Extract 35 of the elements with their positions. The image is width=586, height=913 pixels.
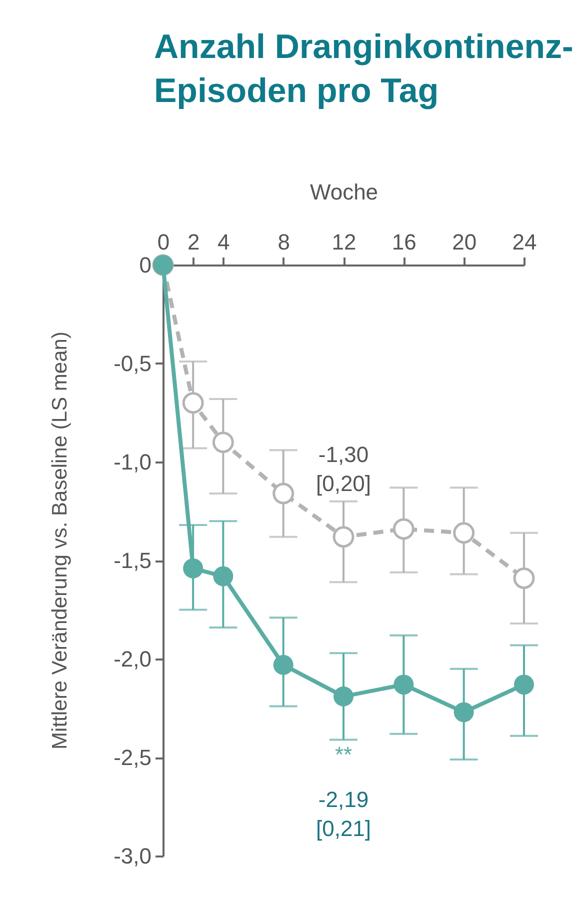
y-tick-label: -2,5: [114, 745, 152, 770]
annotation: -1,30 [0,20]: [316, 442, 372, 496]
x-tick-label: 8: [278, 230, 290, 254]
point: [334, 686, 354, 706]
point: [453, 522, 475, 544]
point: [513, 568, 535, 589]
x-tick-label: 16: [392, 230, 416, 254]
y-tick-label: -1,0: [114, 450, 152, 474]
point: [514, 674, 534, 695]
y-tick-label: -2,0: [114, 646, 152, 672]
point: [394, 674, 414, 695]
x-tick-label: 12: [332, 230, 356, 254]
chart-title: Anzahl Dranginkontinenz-Episoden pro Tag: [154, 28, 574, 110]
x-tick-label: 20: [452, 230, 477, 254]
point: [454, 702, 474, 722]
point: [183, 558, 204, 578]
point: [392, 518, 414, 540]
point: [182, 392, 204, 414]
point: [213, 566, 234, 586]
y-tick-label: -3,0: [114, 844, 152, 868]
point: [273, 654, 294, 675]
point: [332, 526, 354, 548]
x-tick-label: 4: [218, 230, 230, 254]
y-tick-label: -1,5: [114, 548, 152, 573]
x-tick-label: 2: [187, 230, 200, 254]
y-tick-label: -0,5: [114, 351, 152, 376]
y-tick-label: 0: [139, 252, 152, 278]
annotation: **: [334, 742, 352, 767]
x-tick-label: 24: [512, 230, 537, 254]
point: [212, 432, 234, 454]
annotation: -2,19 [0,21]: [316, 787, 372, 841]
y-axis-title: Mittlere Veränderung vs. Baseline (LS mean): [48, 332, 72, 750]
x-tick-label: 0: [157, 230, 170, 254]
x-axis-title: Woche: [310, 180, 378, 204]
point: [272, 482, 294, 504]
